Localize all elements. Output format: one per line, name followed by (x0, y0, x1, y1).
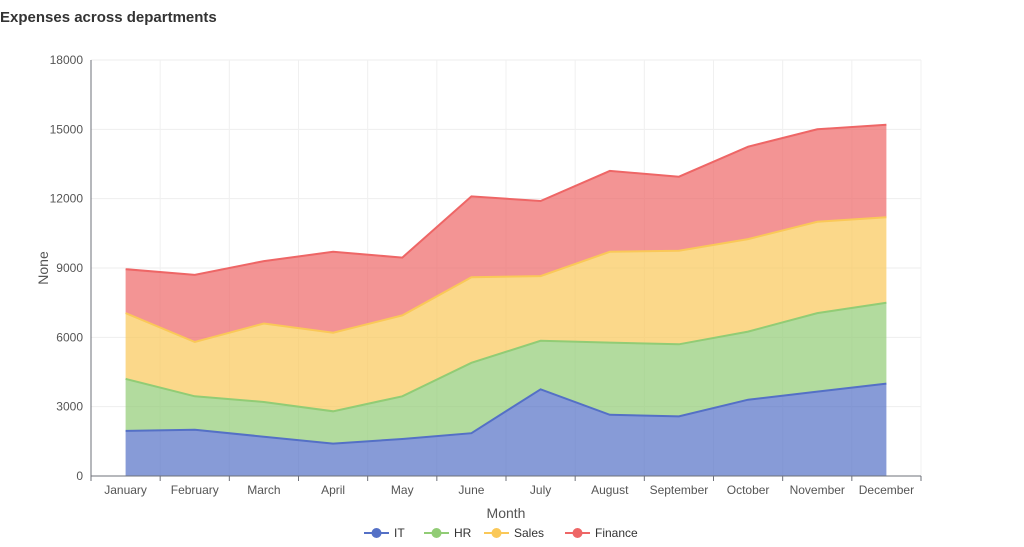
series-areas (125, 124, 887, 476)
chart-title: Expenses across departments (0, 9, 217, 26)
line-finance (125, 123, 887, 276)
x-tick-label: July (530, 483, 551, 497)
y-tick-label: 0 (76, 469, 83, 483)
x-tick-label: August (591, 483, 629, 497)
x-tick-label: October (727, 483, 770, 497)
axes (90, 60, 922, 481)
legend-item-finance[interactable]: Finance (565, 526, 638, 540)
legend-label: Sales (514, 526, 544, 540)
line-it (125, 382, 887, 445)
tick-labels: 0 3000 6000 9000 12000 15000 18000 January Febru… (50, 53, 914, 497)
x-axis-label: Month (487, 505, 526, 521)
y-tick-label: 9000 (56, 261, 83, 275)
area-finance (125, 124, 887, 342)
legend-marker (491, 528, 502, 538)
x-tick-label: December (859, 483, 914, 497)
legend-label: HR (454, 526, 472, 540)
x-tick-label: February (171, 483, 219, 497)
area-sales (125, 217, 887, 412)
x-tick-label: May (391, 483, 414, 497)
legend-label: IT (394, 526, 405, 540)
y-axis-label: None (35, 251, 51, 285)
line-hr (125, 301, 887, 413)
area-it (125, 383, 887, 476)
x-tick-label: March (247, 483, 280, 497)
series-lines (125, 123, 887, 445)
y-tick-label: 3000 (56, 400, 83, 414)
x-tick-label: September (650, 483, 709, 497)
legend-item-it[interactable]: IT (364, 526, 405, 540)
legend-item-sales[interactable]: Sales (484, 526, 544, 540)
x-tick-label: November (790, 483, 845, 497)
legend-marker (431, 528, 442, 538)
legend-marker (572, 528, 583, 538)
legend: IT HR Sales Finance (364, 526, 638, 540)
y-tick-label: 12000 (50, 192, 84, 206)
area-hr (125, 302, 887, 444)
x-tick-label: April (321, 483, 345, 497)
y-tick-label: 15000 (50, 122, 84, 136)
legend-label: Finance (595, 526, 638, 540)
legend-marker (371, 528, 382, 538)
y-tick-label: 6000 (56, 330, 83, 344)
x-tick-label: January (104, 483, 147, 497)
y-tick-label: 18000 (50, 53, 84, 67)
legend-item-hr[interactable]: HR (424, 526, 472, 540)
x-tick-label: June (458, 483, 484, 497)
line-sales (125, 216, 887, 344)
